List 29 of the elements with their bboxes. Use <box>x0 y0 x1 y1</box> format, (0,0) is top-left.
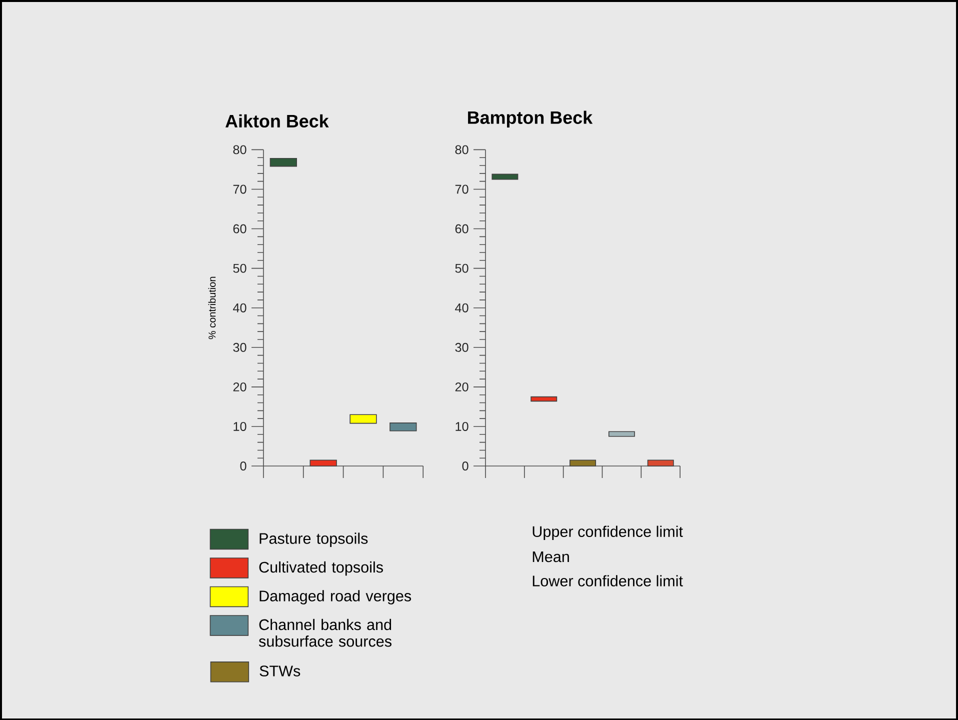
y-tick-label: 10 <box>234 422 246 431</box>
text: Lower confidence limit <box>532 574 683 586</box>
text: Mean <box>532 551 569 562</box>
y-tick-label: 80 <box>455 144 468 154</box>
legend-label: Cultivated topsoils <box>259 561 383 576</box>
text: Upper confidence limit <box>532 526 683 540</box>
y-tick-label: 40 <box>233 303 246 312</box>
y-tick-label: 70 <box>233 184 246 194</box>
y-tick-label: 10 <box>456 422 468 431</box>
y-tick-label: 20 <box>233 382 246 392</box>
y-tick-label: 20 <box>455 382 468 392</box>
y-tick-label: 0 <box>462 461 468 470</box>
y-tick-label: 50 <box>233 264 246 273</box>
legend-label: Damaged road verges <box>260 590 412 604</box>
chart-title: Aikton Beck <box>225 114 329 128</box>
legend-label: STWs <box>260 665 300 676</box>
legend-label: Channel banks and subsurface sources <box>258 618 392 647</box>
y-tick-label: 0 <box>240 461 246 470</box>
y-tick-label: 30 <box>233 342 246 352</box>
y-axis-title: % contribution <box>208 276 216 339</box>
y-tick-label: 30 <box>455 342 468 352</box>
y-tick-label: 60 <box>455 224 468 234</box>
y-tick-label: 60 <box>233 224 246 234</box>
chart-title: Bampton Beck <box>468 110 593 128</box>
y-tick-label: 40 <box>455 303 468 312</box>
y-tick-label: 70 <box>455 184 468 194</box>
legend-label: Pasture topsoils <box>260 532 368 547</box>
y-tick-label: 50 <box>455 264 468 273</box>
y-tick-label: 80 <box>233 144 246 154</box>
